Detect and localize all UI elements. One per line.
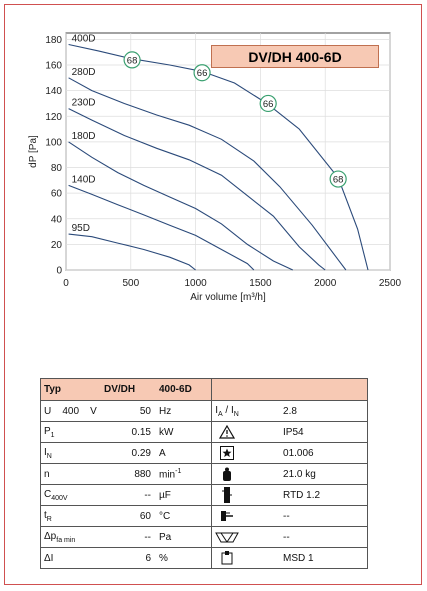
spec-value: -- (144, 531, 151, 543)
noise-badge-label: 68 (333, 175, 344, 186)
noise-badge (193, 64, 211, 82)
y-tick-label: 80 (51, 163, 63, 174)
spec-name: ΔI (44, 552, 54, 564)
weight-icon (215, 467, 239, 481)
spec-row: IN 0.29 A 01.006 (39, 442, 368, 464)
y-tick-label: 160 (45, 61, 62, 72)
x-tick-label: 1000 (184, 278, 207, 289)
series-line-180D (68, 141, 294, 271)
x-axis-label: Air volume [m³/h] (190, 292, 266, 303)
noise-badge-label: 66 (197, 68, 208, 79)
series-line-95D (68, 233, 196, 271)
spec-value: 60 (139, 510, 151, 522)
spec-unit: µF (159, 489, 171, 501)
series-label-95D: 95D (72, 223, 90, 234)
series-line-230D (68, 108, 326, 271)
plug-icon (215, 509, 239, 523)
spec-table-header: Typ DV/DH 400-6D (39, 378, 368, 401)
header-model: 400-6D (159, 384, 192, 395)
spec-right-value: -- (283, 531, 290, 543)
series-line-280D (68, 77, 347, 271)
spec-name: U 400 V (44, 405, 97, 417)
spec-right-value: 2.8 (283, 405, 297, 417)
fan-curve-chart: 0 500 1000 1500 2000 2500 0 20 40 60 80 100 120 140 16… (28, 32, 402, 303)
spec-right-value: 01.006 (283, 447, 314, 459)
header-series: DV/DH (104, 384, 136, 395)
spec-unit: Pa (159, 531, 172, 543)
spec-right-value: RTD 1.2 (283, 489, 321, 501)
spec-value: 880 (134, 468, 151, 480)
spec-name: tR (44, 509, 52, 523)
spec-right-value: 21.0 kg (283, 468, 316, 480)
noise-badge (259, 94, 277, 113)
y-tick-label: 20 (51, 240, 63, 251)
star-box-icon (215, 446, 239, 460)
thermistor-icon (215, 487, 239, 503)
pressure-switch-icon (215, 531, 239, 543)
spec-right-value: -- (283, 510, 290, 522)
spec-row: n 880 min-1 21.0 kg (39, 463, 368, 485)
spec-value: 50 (139, 405, 151, 417)
y-tick-label: 60 (51, 189, 63, 200)
spec-right-value: IP54 (283, 426, 304, 438)
series-label-230D: 230D (72, 98, 96, 109)
spec-row: tR 60 °C -- (39, 505, 368, 527)
spec-name: n (44, 468, 50, 480)
spec-name: P1 (44, 425, 55, 439)
noise-badge (329, 170, 347, 188)
spec-unit: A (159, 447, 166, 459)
y-tick-label: 100 (45, 137, 62, 148)
x-tick-label: 500 (122, 278, 139, 289)
x-tick-label: 2000 (314, 278, 337, 289)
spec-unit: °C (159, 510, 171, 522)
spec-value: 0.29 (131, 447, 151, 459)
spec-value: -- (144, 489, 151, 501)
series-line-140D (68, 184, 255, 271)
motor-switch-icon (215, 551, 239, 565)
series-line-400D (68, 43, 369, 271)
x-tick-label: 1500 (249, 278, 272, 289)
warning-triangle-icon (215, 425, 239, 439)
spec-row: P1 0.15 kW IP54 (39, 421, 368, 443)
x-tick-label: 0 (63, 278, 69, 289)
y-tick-label: 0 (56, 266, 62, 277)
y-axis-label: dP [Pa] (28, 135, 39, 168)
spec-unit: Hz (159, 405, 172, 417)
spec-unit: kW (159, 426, 174, 438)
series-label-180D: 180D (72, 131, 96, 142)
spec-right-value: MSD 1 (283, 552, 314, 564)
series-label-400D: 400D (72, 34, 96, 45)
spec-value: 0.15 (131, 426, 151, 438)
ia-in-label: IA / IN (215, 404, 239, 418)
series-label-140D: 140D (72, 174, 96, 185)
y-tick-label: 180 (45, 35, 62, 46)
spec-value: 6 (145, 552, 151, 564)
spec-name: Δpfa min (44, 530, 76, 544)
model-title: DV/DH 400-6D (211, 45, 379, 68)
spec-name: IN (44, 446, 52, 460)
spec-row: U 400 V 50 Hz IA / IN 2.8 (39, 400, 368, 422)
spec-unit: % (159, 552, 168, 564)
spec-unit: min-1 (159, 467, 182, 481)
spec-row: Δpfa min -- Pa -- (39, 526, 368, 548)
plot-area (65, 32, 391, 271)
header-typ: Typ (44, 384, 62, 395)
series-label-280D: 280D (72, 67, 96, 78)
spec-table: Typ DV/DH 400-6D U 400 V 50 Hz IA / IN 2… (39, 378, 368, 569)
spec-row: C400V -- µF RTD 1.2 (39, 484, 368, 506)
page-frame (4, 4, 422, 585)
y-tick-label: 140 (45, 86, 62, 97)
noise-badge-label: 66 (263, 99, 274, 110)
spec-name: C400V (44, 488, 68, 502)
noise-badge (123, 51, 141, 69)
x-tick-label: 2500 (379, 278, 402, 289)
spec-row: ΔI 6 % MSD 1 (39, 547, 368, 569)
noise-badge-label: 68 (127, 55, 138, 66)
y-tick-label: 120 (45, 112, 62, 123)
y-tick-label: 40 (51, 214, 63, 225)
